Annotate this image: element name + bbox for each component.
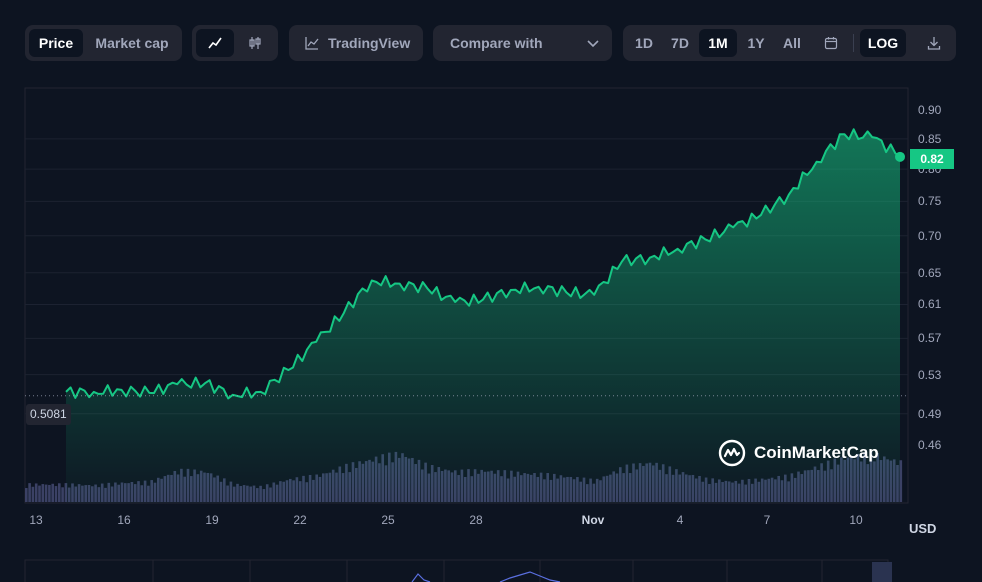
toolbar-divider xyxy=(853,34,854,52)
date-picker-button[interactable] xyxy=(817,29,845,57)
volume-bar xyxy=(44,484,48,502)
navigator-frame xyxy=(24,559,889,582)
x-tick-label: 28 xyxy=(469,513,483,527)
time-range-group: 1D 7D 1M 1Y All LOG xyxy=(623,25,956,61)
range-all[interactable]: All xyxy=(783,35,801,51)
price-area xyxy=(65,128,905,504)
x-tick-label: 13 xyxy=(29,513,43,527)
volume-bar xyxy=(34,483,38,502)
line-chart-icon xyxy=(208,37,222,49)
candlestick-chart-button[interactable] xyxy=(236,29,274,57)
tradingview-label: TradingView xyxy=(328,35,411,51)
chevron-down-icon xyxy=(587,40,599,48)
x-tick-label: 25 xyxy=(381,513,395,527)
line-chart-button[interactable] xyxy=(196,29,234,57)
volume-bar xyxy=(25,488,28,502)
coinmarketcap-logo-icon xyxy=(718,439,746,467)
x-tick-label: 22 xyxy=(293,513,307,527)
currency-label: USD xyxy=(909,521,937,536)
x-tick-label: 4 xyxy=(676,513,684,527)
y-tick-label: 0.85 xyxy=(918,131,942,146)
navigator-handle xyxy=(872,562,892,582)
y-tick-label: 0.57 xyxy=(918,331,942,346)
x-tick-label: Nov xyxy=(581,513,605,527)
baseline-price-badge: 0.5081 xyxy=(26,404,71,425)
y-tick-label: 0.65 xyxy=(918,265,942,280)
y-tick-label: 0.75 xyxy=(918,194,942,209)
last-price-dot xyxy=(895,151,905,162)
x-tick-label: 19 xyxy=(205,513,219,527)
volume-bar xyxy=(899,460,903,502)
range-navigator[interactable] xyxy=(24,559,892,582)
log-scale-toggle[interactable]: LOG xyxy=(860,29,906,57)
price-marketcap-toggle: Price Market cap xyxy=(25,25,182,61)
candlestick-icon xyxy=(249,37,261,49)
chart-area-icon xyxy=(305,37,319,50)
tradingview-button[interactable]: TradingView xyxy=(289,25,423,61)
volume-bar xyxy=(28,483,31,502)
range-7d[interactable]: 7D xyxy=(671,35,689,51)
y-tick-label: 0.70 xyxy=(918,228,942,243)
range-1d[interactable]: 1D xyxy=(635,35,653,51)
price-line xyxy=(65,128,901,400)
y-tick-label: 0.49 xyxy=(918,406,942,421)
download-button[interactable] xyxy=(920,29,948,57)
volume-bar xyxy=(31,486,35,502)
volume-bar xyxy=(58,483,61,502)
coinmarketcap-watermark: CoinMarketCap xyxy=(718,439,879,467)
volume-bar xyxy=(61,487,64,502)
navigator-series xyxy=(411,573,431,582)
volume-bar xyxy=(54,486,58,502)
compare-with-dropdown[interactable]: Compare with xyxy=(433,25,612,61)
volume-bar xyxy=(51,483,54,502)
volume-bar xyxy=(38,485,41,502)
y-tick-label: 0.46 xyxy=(918,438,942,453)
x-tick-label: 7 xyxy=(763,513,771,527)
volume-bar xyxy=(48,484,51,502)
calendar-icon xyxy=(824,37,838,50)
tab-price[interactable]: Price xyxy=(29,29,83,57)
current-price-badge: 0.82 xyxy=(910,149,954,169)
x-tick-label: 10 xyxy=(849,513,863,527)
y-tick-label: 0.53 xyxy=(918,367,942,382)
y-tick-label: 0.90 xyxy=(918,103,942,118)
x-tick-label: 16 xyxy=(117,513,131,527)
volume-bar xyxy=(41,484,45,502)
navigator-series xyxy=(499,571,561,582)
price-area-fill xyxy=(66,129,900,504)
range-1y[interactable]: 1Y xyxy=(747,35,765,51)
range-1m[interactable]: 1M xyxy=(699,29,737,57)
y-tick-label: 0.61 xyxy=(918,297,942,312)
volume-bar xyxy=(64,483,68,502)
compare-with-label: Compare with xyxy=(450,35,543,51)
download-icon xyxy=(927,37,941,50)
tab-market-cap[interactable]: Market cap xyxy=(95,35,169,51)
chart-type-toggle xyxy=(192,25,278,61)
brand-name: CoinMarketCap xyxy=(754,443,879,462)
